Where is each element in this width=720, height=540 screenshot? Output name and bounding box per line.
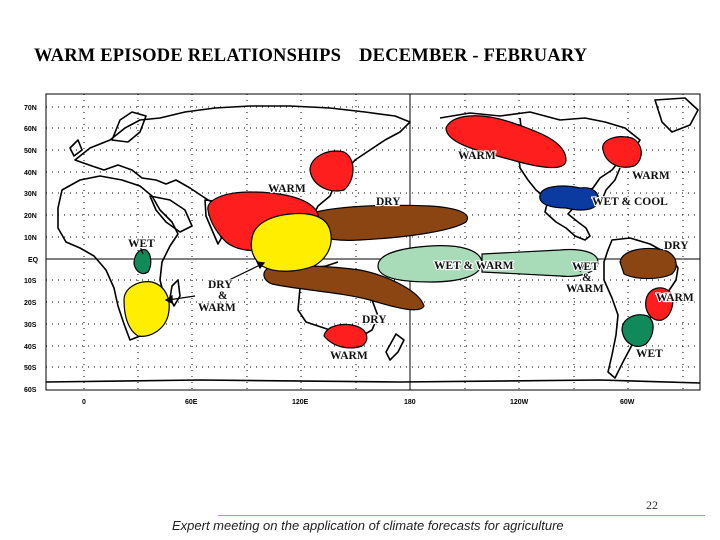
label-wet-cool: WET & COOL [592, 196, 668, 208]
lat-label: 20N [24, 213, 37, 220]
lon-label: 60E [185, 399, 198, 406]
lon-label: 60W [620, 399, 635, 406]
anomaly-regions [123, 115, 677, 349]
dry-region-northern-australia [263, 265, 425, 311]
label-warm-alaska: WARM [458, 150, 496, 162]
antarctica-outline [45, 379, 701, 384]
warm-region-eastern-canada [602, 136, 642, 168]
arabia-outline [149, 195, 193, 233]
label-dry-south-america: DRY [664, 240, 689, 252]
lon-label: 0 [82, 399, 86, 406]
lat-label: 50S [24, 365, 37, 372]
lat-label: 10N [24, 235, 37, 242]
leader-arrows [139, 245, 585, 304]
lat-label: 20S [24, 300, 37, 307]
dry-region-northern-south-america [619, 247, 677, 280]
greenland-outline [654, 97, 699, 133]
label-wet-east-pacific: WET [572, 261, 599, 273]
lat-label: 40N [24, 170, 37, 177]
dry-region-western-pacific [299, 204, 469, 241]
label-warm-southeast-australia: WARM [330, 350, 368, 362]
footer-text: Expert meeting on the application of cli… [172, 518, 564, 533]
label-warm-japan: WARM [268, 183, 306, 195]
title-episode: WARM EPISODE RELATIONSHIPS [34, 46, 342, 66]
warm-region-japan [309, 150, 354, 192]
lat-label: 40S [24, 344, 37, 351]
lat-label: 30S [24, 322, 37, 329]
lat-label: 50N [24, 148, 37, 155]
uk-outline [69, 139, 83, 157]
label-warm-southeast-africa: WARM [198, 302, 236, 314]
warm-region-southeast-australia [323, 323, 368, 349]
warm-region-southeast-brazil [645, 287, 674, 321]
title-season: DECEMBER - FEBRUARY [359, 46, 588, 66]
footer-divider [218, 515, 705, 516]
label-amp-east-pacific: & [582, 272, 592, 284]
latitude-labels: 70N 60N 50N 40N 30N 20N 10N EQ 10S 20S 3… [24, 105, 39, 394]
madagascar-outline [169, 279, 181, 307]
longitude-labels: 0 60E 120E 180 120W 60W [82, 399, 635, 406]
wet-region-east-africa [133, 249, 152, 275]
label-wet-east-africa: WET [128, 238, 155, 250]
new-zealand-outline [385, 333, 405, 361]
scandinavia-outline [111, 111, 147, 143]
lat-label: 60S [24, 387, 37, 394]
lon-label: 120W [510, 399, 529, 406]
wet-region-southern-south-america [621, 314, 654, 347]
lat-label: 60N [24, 126, 37, 133]
map-title: WARM EPISODE RELATIONSHIPS DECEMBER - FEB… [34, 46, 714, 67]
label-warm-eastern-canada: WARM [632, 170, 670, 182]
dry-warm-region-southeast-africa [123, 281, 170, 337]
map-frame [45, 93, 701, 391]
page-number: 22 [646, 498, 658, 512]
lat-label: 70N [24, 105, 37, 112]
label-warm-east-pacific: WARM [566, 283, 604, 295]
lat-label: 30N [24, 191, 37, 198]
warm-region-alaska [445, 115, 567, 169]
label-warm-brazil: WARM [656, 292, 694, 304]
wet-cool-region-gulf [539, 185, 599, 211]
lat-label: EQ [28, 257, 39, 264]
wet-warm-region-eastern-pacific [481, 248, 599, 277]
lon-label: 180 [404, 399, 416, 406]
lon-label: 120E [292, 399, 309, 406]
region-labels: WARM WARM WET & COOL DRY WARM WET WET & … [127, 149, 695, 363]
label-dry-australia: DRY [362, 314, 387, 326]
eurasia-outline [74, 105, 411, 247]
label-dry-western-pacific: DRY [376, 196, 401, 208]
map-grid [46, 94, 700, 390]
label-amp-southeast-africa: & [218, 290, 228, 302]
lat-label: 10S [24, 278, 37, 285]
label-wet-warm-central-pacific: WET & WARM [434, 260, 514, 272]
label-wet-argentina: WET [636, 348, 663, 360]
label-dry-southeast-africa: DRY [208, 279, 233, 291]
